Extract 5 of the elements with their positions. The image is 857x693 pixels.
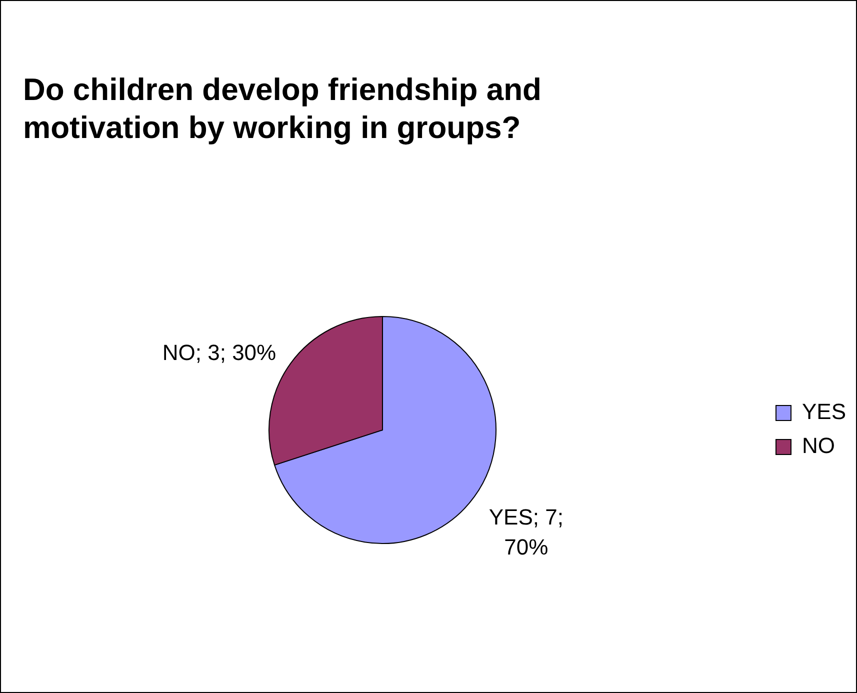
legend-label: NO — [802, 433, 835, 458]
data-label: YES; 7; 70% — [488, 504, 564, 560]
chart-title: Do children develop friendship and motivation by working in groups? — [23, 71, 542, 147]
legend-label: YES — [802, 399, 846, 424]
data-label: NO; 3; 30% — [162, 340, 276, 365]
